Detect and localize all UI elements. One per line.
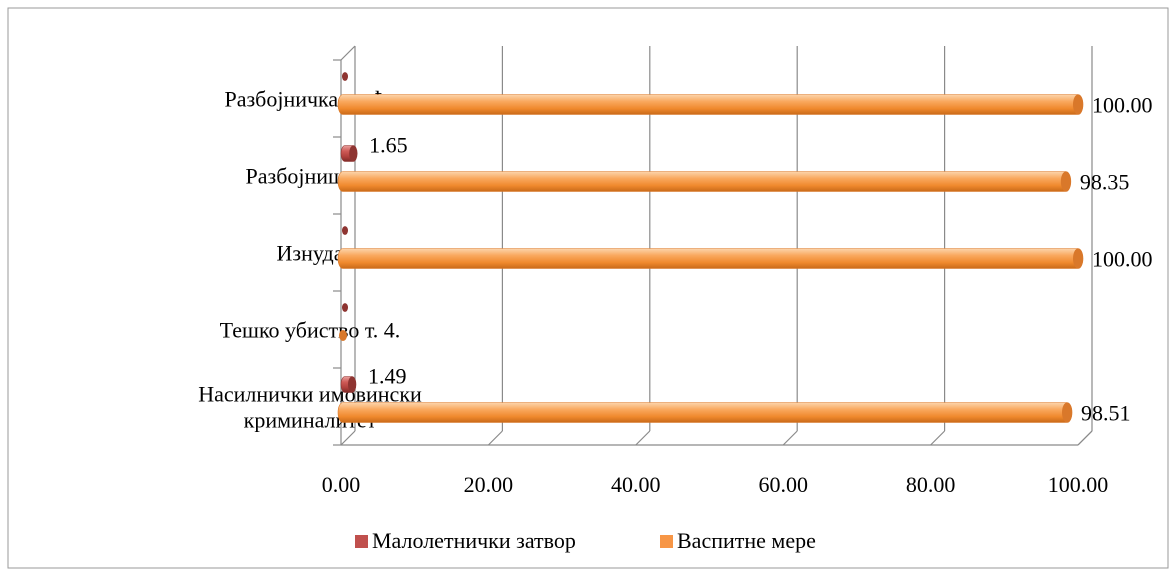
bar-zero-marker: [342, 303, 348, 312]
bars: 1.49 98.51 100.00 1.65 98.35 100.00: [337, 72, 1153, 426]
data-label: 100.00: [1092, 247, 1153, 272]
wall-edge: [1077, 430, 1093, 446]
bar: [342, 72, 348, 81]
category-label: Тешко убиство т. 4.: [220, 318, 401, 343]
floor-grid-line: [782, 430, 798, 446]
x-tick-label: 80.00: [906, 472, 956, 497]
legend-label: Васпитне мере: [677, 528, 816, 553]
legend-item: Васпитне мере: [660, 528, 816, 553]
bar-zero-marker: [342, 226, 348, 235]
bar-zero-marker: [339, 330, 347, 341]
x-tick-label: 60.00: [758, 472, 808, 497]
legend-swatch: [355, 535, 368, 548]
x-tick-label: 20.00: [464, 472, 514, 497]
bar-body: [337, 94, 1084, 115]
floor-grid-line: [930, 430, 946, 446]
bar: [337, 94, 1084, 115]
bar: [337, 402, 1073, 423]
legend-label: Малолетнички затвор: [372, 528, 576, 553]
bar: [340, 145, 358, 162]
x-tick-label: 100.00: [1048, 472, 1109, 497]
bar-end-cap: [1073, 94, 1083, 115]
bar-end-cap: [1060, 171, 1071, 192]
bar: [337, 171, 1072, 192]
bar-body: [337, 248, 1084, 269]
bar-body: [337, 402, 1073, 423]
bar: [342, 303, 348, 312]
x-tick-label: 0.00: [322, 472, 361, 497]
x-tick-label: 40.00: [611, 472, 661, 497]
floor-grid-line: [487, 430, 503, 446]
data-label: 1.49: [368, 364, 407, 389]
legend-item: Малолетнички затвор: [355, 528, 576, 553]
x-tick-labels: 0.00 20.00 40.00 60.00 80.00 100.00: [322, 472, 1109, 497]
data-label: 98.51: [1081, 401, 1131, 426]
bar: [339, 330, 347, 341]
bar-end-cap: [1073, 248, 1083, 269]
wall-edge: [340, 45, 356, 61]
bar: [342, 226, 348, 235]
floor-grid-line: [340, 430, 356, 446]
bar-zero-marker: [342, 72, 348, 81]
bar: [337, 248, 1084, 269]
legend: Малолетнички затвор Васпитне мере: [355, 528, 816, 553]
floor-grid-line: [635, 430, 651, 446]
data-label: 100.00: [1092, 93, 1153, 118]
data-label: 98.35: [1080, 170, 1130, 195]
legend-swatch: [660, 535, 673, 548]
bar-body: [337, 171, 1072, 192]
bar: [340, 376, 357, 393]
bar-end-cap: [349, 145, 358, 162]
chart-border: [7, 7, 1169, 569]
bar-end-cap: [347, 376, 356, 393]
category-label: Изнуда: [277, 241, 344, 266]
data-label: 1.65: [369, 133, 408, 158]
bar-end-cap: [1062, 402, 1073, 423]
